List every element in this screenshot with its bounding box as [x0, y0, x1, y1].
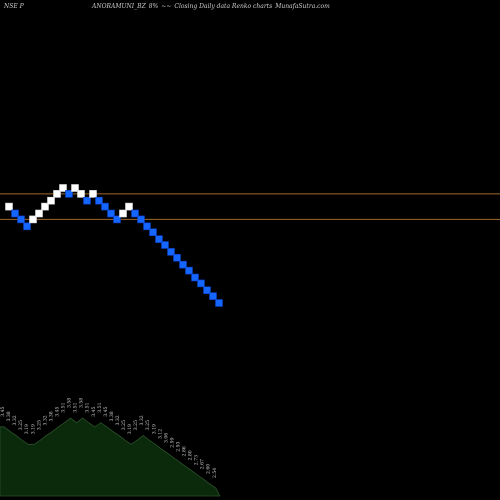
renko-brick-up — [59, 184, 67, 192]
price-label: 3.58 — [79, 398, 85, 408]
renko-brick-down — [137, 215, 145, 224]
price-label: 3.25 — [145, 420, 151, 430]
price-label: 3.32 — [12, 415, 18, 425]
price-label: 3.45 — [91, 406, 97, 416]
renko-brick-down — [95, 196, 103, 205]
price-label: 3.25 — [36, 420, 42, 430]
price-label: 2.54 — [212, 468, 218, 478]
price-label: 2.67 — [200, 459, 206, 469]
price-label: 3.12 — [157, 429, 163, 439]
renko-brick-up — [77, 190, 85, 198]
price-label: 3.32 — [115, 415, 121, 425]
price-label: 2.73 — [194, 455, 200, 465]
renko-brick-down — [185, 266, 193, 275]
renko-brick-up — [47, 196, 55, 205]
volume-area — [0, 417, 221, 497]
price-label: 3.25 — [133, 420, 139, 430]
price-label: 3.38 — [6, 411, 12, 421]
renko-brick-down — [11, 209, 19, 218]
renko-brick-up — [125, 202, 133, 211]
price-label: 3.06 — [163, 433, 169, 443]
renko-brick-up — [29, 215, 37, 224]
renko-brick-down — [197, 279, 205, 288]
volume-area-path — [0, 417, 221, 497]
price-label: 3.51 — [97, 402, 103, 412]
renko-brick-down — [179, 260, 187, 269]
renko-brick-down — [173, 254, 181, 262]
price-label: 2.80 — [188, 450, 194, 460]
price-label: 2.93 — [175, 441, 181, 451]
price-label: 3.58 — [67, 398, 73, 408]
chart-kind-label: Closing Daily data Renko charts — [174, 3, 273, 10]
renko-brick-up — [35, 209, 43, 218]
arrows-label: ~~ — [161, 3, 172, 10]
renko-brick-down — [191, 273, 199, 282]
renko-brick-down — [161, 241, 169, 249]
price-label: 3.51 — [73, 402, 79, 412]
renko-brick-down — [155, 235, 163, 243]
renko-brick-down — [23, 222, 31, 231]
price-label: 3.25 — [18, 420, 24, 430]
price-labels: 3.45 3.38 3.32 3.25 3.19 3.19 3.25 3.32 3.38 3.45… — [0, 398, 218, 478]
renko-brick-up — [89, 190, 97, 198]
price-label: 3.19 — [127, 424, 133, 434]
renko-brick-down — [83, 196, 91, 205]
price-label: 3.19 — [24, 424, 30, 434]
price-label: 3.38 — [48, 411, 54, 421]
reference-levels — [0, 193, 500, 220]
price-label: 3.32 — [139, 415, 145, 425]
renko-bricks — [5, 184, 223, 307]
price-label: 3.19 — [151, 424, 157, 434]
renko-brick-down — [167, 248, 175, 256]
renko-brick-down — [131, 209, 139, 218]
price-label: 2.60 — [206, 464, 212, 474]
price-label: 3.19 — [30, 424, 36, 434]
renko-brick-down — [17, 215, 25, 224]
chart-title-line: ANORAMUNI_BZ 8% ~~ Closing Daily data Renko… — [92, 3, 333, 10]
exchange-label: NSE P — [4, 3, 24, 10]
renko-brick-up — [53, 190, 61, 198]
renko-brick-up — [119, 209, 127, 218]
renko-brick-up — [41, 202, 49, 211]
price-label: 3.45 — [103, 406, 109, 416]
renko-brick-up — [5, 202, 13, 211]
renko-brick-up — [71, 184, 79, 192]
price-label: 3.32 — [42, 415, 48, 425]
renko-brick-down — [65, 190, 73, 198]
renko-brick-down — [107, 209, 115, 218]
renko-brick-down — [143, 222, 151, 231]
renko-brick-down — [203, 286, 211, 295]
renko-brick-down — [101, 202, 109, 211]
site-label: MunafaSutra.com — [275, 3, 330, 10]
price-label: 2.99 — [169, 437, 175, 447]
renko-brick-down — [215, 299, 223, 307]
change-label: 8% — [148, 3, 159, 10]
price-label: 2.86 — [182, 446, 188, 456]
price-label: 3.45 — [54, 406, 60, 416]
symbol-label: ANORAMUNI_BZ — [92, 3, 146, 10]
renko-brick-down — [149, 228, 157, 236]
chart-header: NSE P ANORAMUNI_BZ 8% ~~ Closing Daily data… — [4, 3, 496, 13]
price-label: 3.45 — [0, 406, 6, 416]
price-label: 3.51 — [85, 402, 91, 412]
price-label: 3.38 — [109, 411, 115, 421]
renko-brick-down — [209, 292, 217, 300]
renko-brick-down — [113, 215, 121, 224]
price-label: 3.25 — [121, 420, 127, 430]
price-label: 3.51 — [61, 402, 67, 412]
